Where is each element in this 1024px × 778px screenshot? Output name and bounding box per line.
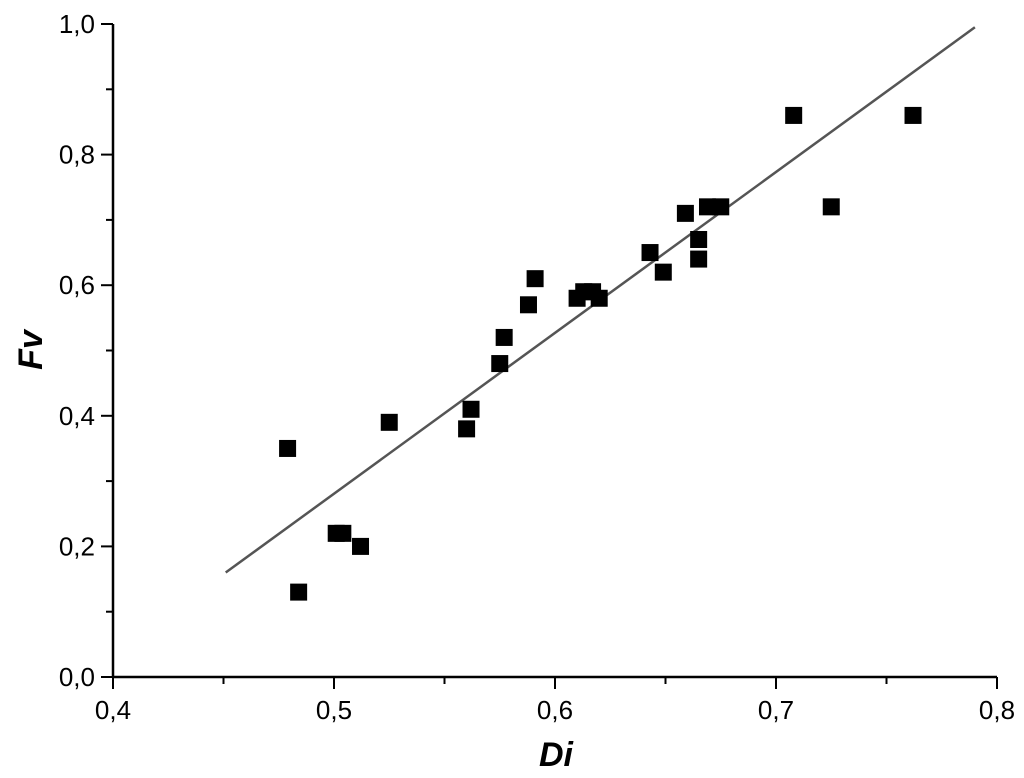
data-point: [352, 537, 370, 555]
x-tick-label: 0,8: [979, 695, 1015, 725]
tick-labels: 0,4 0,5 0,6 0,7 0,8 0,0 0,2 0,4 0,6 0,8 1,0: [59, 9, 1015, 725]
data-points: [279, 106, 922, 601]
axes: [111, 24, 997, 679]
data-point: [690, 250, 708, 268]
data-point: [676, 204, 694, 222]
x-tick-label: 0,5: [316, 695, 352, 725]
data-point: [526, 270, 544, 288]
data-point: [380, 413, 398, 431]
x-tick-label: 0,4: [95, 695, 131, 725]
data-point: [462, 400, 480, 418]
x-tick-label: 0,7: [758, 695, 794, 725]
y-tick-label: 1,0: [59, 9, 95, 39]
data-point: [698, 198, 716, 216]
data-point: [290, 583, 308, 601]
data-point: [334, 524, 352, 542]
ticks: [101, 23, 998, 689]
data-point: [904, 106, 922, 124]
x-axis-title: Di: [539, 736, 575, 774]
y-tick-label: 0,8: [59, 140, 95, 170]
data-point: [641, 244, 659, 262]
y-tick-label: 0,2: [59, 531, 95, 561]
data-point: [785, 106, 803, 124]
data-point: [495, 328, 513, 346]
y-tick-label: 0,6: [59, 270, 95, 300]
data-point: [458, 420, 476, 438]
data-point: [519, 296, 537, 314]
y-axis-title: Fv: [12, 328, 50, 370]
data-point: [491, 355, 509, 373]
y-tick-label: 0,4: [59, 401, 95, 431]
data-point: [712, 198, 730, 216]
y-tick-label: 0,0: [59, 662, 95, 692]
data-point: [590, 289, 608, 307]
x-tick-label: 0,6: [537, 695, 573, 725]
data-point: [279, 439, 297, 457]
data-point: [822, 198, 840, 216]
data-point: [690, 230, 708, 248]
data-point: [654, 263, 672, 281]
